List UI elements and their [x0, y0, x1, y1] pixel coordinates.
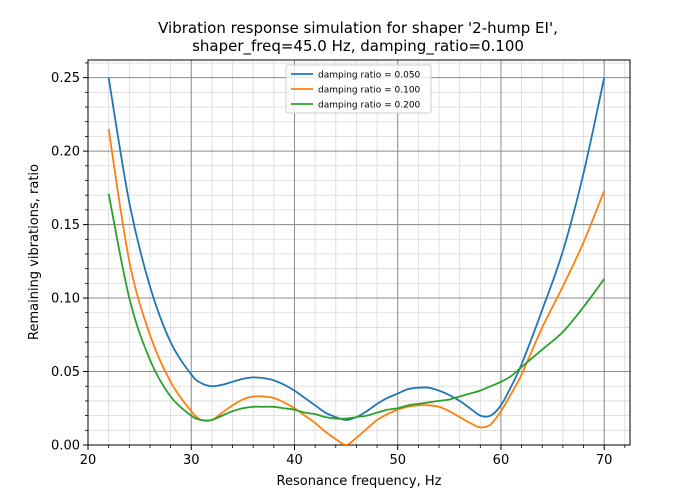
y-tick-label: 0.15 — [51, 218, 80, 233]
series-line-3 — [107, 193, 605, 422]
legend-label-2: damping ratio = 0.100 — [318, 86, 421, 96]
chart-title: Vibration response simulation for shaper… — [158, 19, 558, 37]
chart-subtitle: shaper_freq=45.0 Hz, damping_ratio=0.100 — [192, 37, 524, 56]
y-tick-label: 0.05 — [51, 365, 80, 380]
x-tick-label: 30 — [183, 453, 200, 468]
legend-label-1: damping ratio = 0.050 — [318, 71, 421, 81]
x-axis-label: Resonance frequency, Hz — [277, 474, 442, 489]
series-layer — [107, 77, 606, 445]
legend: damping ratio = 0.050 damping ratio = 0.1… — [285, 64, 432, 114]
axis-ticks: 20 30 40 50 60 70 0.00 0.05 0.10 0.15 0.20 0.25 — [51, 62, 626, 468]
y-tick-label: 0.20 — [51, 145, 80, 160]
y-tick-label: 0.00 — [51, 439, 80, 454]
y-tick-label: 0.25 — [51, 71, 80, 86]
x-tick-label: 70 — [596, 453, 613, 468]
legend-box — [285, 64, 432, 114]
y-tick-label: 0.10 — [51, 292, 80, 307]
plot-area-frame — [87, 59, 631, 446]
x-tick-label: 40 — [286, 453, 303, 468]
y-axis-label: Remaining vibrations, ratio — [27, 164, 42, 340]
x-tick-label: 50 — [389, 453, 406, 468]
x-tick-label: 20 — [80, 453, 97, 468]
legend-label-3: damping ratio = 0.200 — [318, 101, 421, 111]
x-tick-label: 60 — [493, 453, 510, 468]
